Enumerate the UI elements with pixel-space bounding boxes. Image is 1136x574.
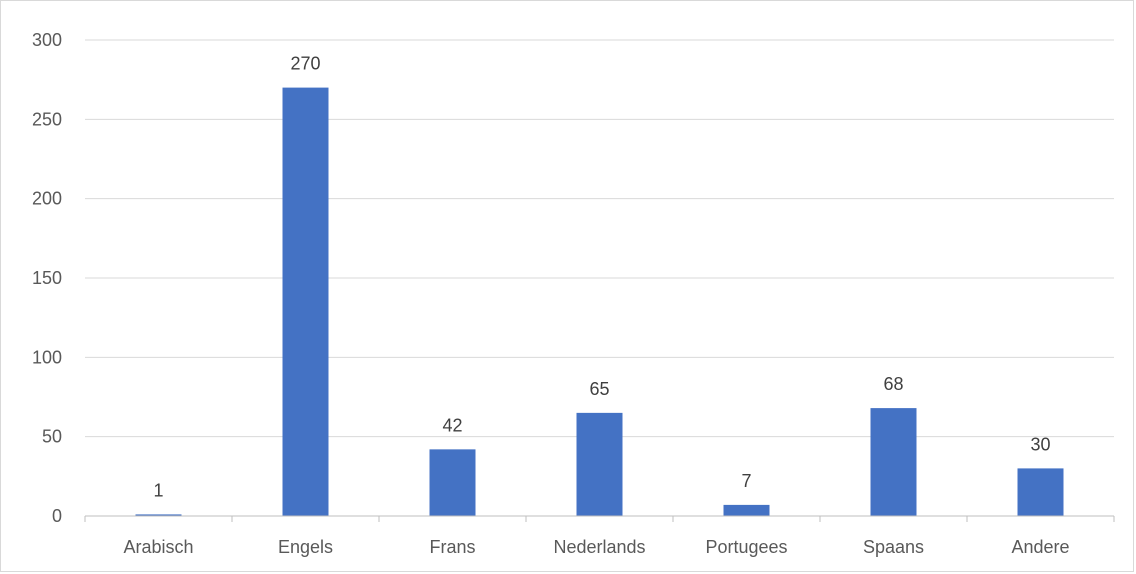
bar-nederlands	[576, 412, 623, 516]
x-category-label: Nederlands	[553, 537, 645, 557]
y-tick-label: 200	[32, 189, 62, 209]
data-label-engels: 270	[290, 54, 320, 74]
y-tick-label: 50	[42, 427, 62, 447]
x-category-label: Andere	[1011, 537, 1069, 557]
data-label-frans: 42	[442, 415, 462, 435]
x-category-label: Portugees	[705, 537, 787, 557]
y-tick-label: 150	[32, 268, 62, 288]
bar-portugees	[723, 504, 770, 516]
data-labels: 1 270 42 65 7 68 30	[153, 54, 1050, 501]
bar-arabisch	[135, 514, 182, 516]
data-label-andere: 30	[1030, 434, 1050, 454]
x-axis-category-labels: Arabisch Engels Frans Nederlands Portugees Sp…	[123, 537, 1069, 557]
x-category-label: Frans	[429, 537, 475, 557]
bar-frans	[429, 449, 476, 516]
bar-andere	[1017, 468, 1064, 516]
x-category-label: Arabisch	[123, 537, 193, 557]
x-category-label: Engels	[278, 537, 333, 557]
bar-spaans	[870, 408, 917, 516]
data-label-portugees: 7	[741, 471, 751, 491]
y-tick-label: 0	[52, 506, 62, 526]
x-axis	[84, 515, 1115, 522]
data-label-nederlands: 65	[589, 379, 609, 399]
y-axis-tick-labels: 0 50 100 150 200 250 300	[32, 30, 62, 526]
data-label-arabisch: 1	[153, 480, 163, 500]
gridlines	[85, 39, 1114, 438]
bar-engels	[282, 87, 329, 516]
y-tick-label: 100	[32, 347, 62, 367]
y-tick-label: 300	[32, 30, 62, 50]
y-tick-label: 250	[32, 109, 62, 129]
bars	[135, 87, 1064, 516]
data-label-spaans: 68	[883, 374, 903, 394]
x-category-label: Spaans	[863, 537, 924, 557]
